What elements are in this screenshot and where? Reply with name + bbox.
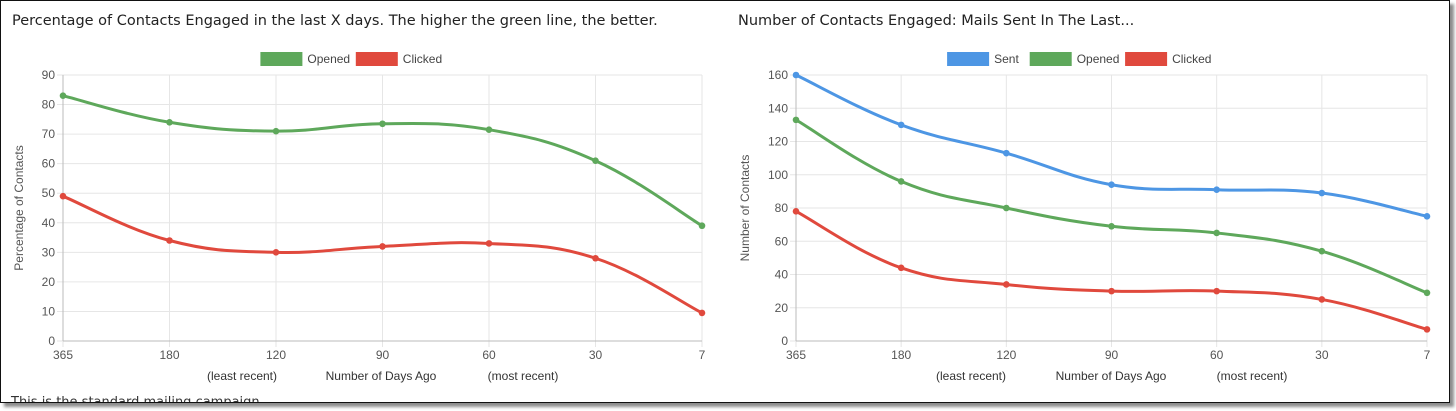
legend-label-opened: Opened [307,52,350,66]
x-axis-label-right: (most recent) [1217,369,1288,383]
x-axis-label: Number of Days Ago [1056,369,1167,383]
x-axis-label-left: (least recent) [936,369,1006,383]
data-point-sent [897,121,905,129]
y-tick-label: 20 [42,275,56,289]
y-tick-label: 50 [42,186,56,200]
data-point-sent [1318,189,1326,197]
legend-label-clicked: Clicked [1172,52,1211,66]
x-axis-label-right: (most recent) [488,369,559,383]
y-axis-label: Percentage of Contacts [12,145,26,270]
legend-swatch-opened [260,52,303,66]
data-point-sent [1213,186,1220,194]
y-tick-label: 80 [775,201,789,215]
x-tick-label: 120 [996,348,1016,362]
x-tick-label: 365 [786,348,806,362]
data-point-opened [166,118,173,126]
legend: Opened Clicked [260,52,442,66]
y-tick-label: 0 [781,334,788,348]
data-point-clicked [485,240,493,247]
y-tick-label: 30 [42,245,56,259]
legend-swatch-sent [947,52,990,66]
legend-label-clicked: Clicked [403,52,442,66]
x-tick-label: 180 [159,348,179,362]
x-tick-label: 90 [376,348,390,362]
contacts-engaged-chart: 0 20 40 60 80 100 120 140 160 365 180 120 90 60 30 7 Num… [738,52,1431,383]
data-point-opened [1318,247,1326,255]
y-tick-label: 70 [42,127,56,141]
data-point-clicked [1318,296,1326,303]
data-point-opened [792,116,800,124]
legend: Sent Opened Clicked [947,52,1211,66]
y-tick-label: 40 [42,216,56,230]
data-point-opened [1108,222,1115,230]
y-tick-label: 80 [42,98,56,112]
x-axis-label-left: (least recent) [207,369,277,383]
x-tick-label: 120 [266,348,286,362]
data-point-clicked [1423,326,1431,333]
y-tick-label: 120 [768,135,788,149]
chart-title: Number of Contacts Engaged: Mails Sent I… [738,13,1135,29]
legend-swatch-clicked [355,52,398,66]
percentage-engaged-panel: Percentage of Contacts Engaged in the la… [1,1,729,401]
data-point-clicked [59,192,67,200]
data-point-opened [379,120,386,128]
y-tick-label: 160 [768,68,788,82]
data-point-sent [792,71,800,79]
x-tick-label: 7 [699,348,706,362]
data-point-clicked [166,237,173,244]
x-tick-label: 7 [1424,348,1431,362]
data-point-clicked [1213,287,1220,295]
data-point-clicked [272,249,280,256]
x-tick-label: 60 [482,348,496,362]
y-tick-label: 60 [42,157,56,171]
y-tick-label: 140 [768,101,788,115]
legend-label-opened: Opened [1077,52,1120,66]
legend-label-sent: Sent [994,52,1019,66]
data-point-sent [1003,149,1010,157]
percentage-engaged-chart: 0 10 20 30 40 50 60 70 80 90 365 180 120 90 60 30 7 Perce… [12,52,706,383]
y-tick-label: 0 [48,334,55,348]
data-point-sent [1108,181,1115,189]
x-tick-label: 90 [1105,348,1119,362]
legend-swatch-opened [1029,52,1072,66]
data-point-clicked [379,243,386,250]
data-point-opened [592,157,599,165]
y-tick-label: 100 [768,168,788,182]
data-point-opened [897,178,905,185]
y-tick-label: 60 [775,234,789,248]
contacts-engaged-panel: Number of Contacts Engaged: Mails Sent I… [729,1,1449,401]
data-point-opened [1213,229,1220,237]
y-tick-label: 20 [775,301,789,315]
x-tick-label: 365 [53,348,73,362]
dashboard-frame: Percentage of Contacts Engaged in the la… [0,0,1450,403]
data-point-opened [1423,289,1431,297]
data-point-clicked [592,254,599,262]
data-point-clicked [1003,281,1010,288]
footnote-text: This is the standard mailing campaign... [11,395,273,403]
y-tick-label: 10 [42,304,56,318]
y-axis-label: Number of Contacts [738,155,752,262]
x-tick-label: 30 [589,348,603,362]
x-tick-label: 60 [1210,348,1224,362]
data-point-clicked [792,208,800,215]
data-point-clicked [897,264,905,272]
data-point-clicked [698,309,706,317]
data-point-sent [1423,213,1431,220]
x-axis-label: Number of Days Ago [326,369,437,383]
data-point-clicked [1108,287,1115,295]
data-point-opened [59,92,67,99]
data-point-opened [1003,204,1010,212]
data-point-opened [698,222,706,230]
x-tick-label: 180 [891,348,911,362]
x-tick-label: 30 [1315,348,1329,362]
legend-swatch-clicked [1125,52,1168,66]
data-point-opened [272,127,280,135]
chart-title: Percentage of Contacts Engaged in the la… [12,13,658,29]
data-point-opened [485,126,493,133]
y-tick-label: 40 [775,268,789,282]
y-tick-label: 90 [42,68,56,82]
